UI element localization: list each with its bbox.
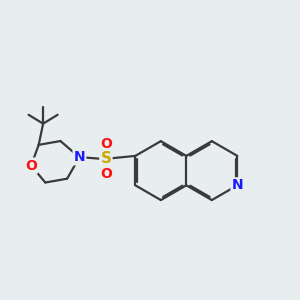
Text: O: O (100, 136, 112, 151)
Text: N: N (232, 178, 243, 192)
Text: N: N (74, 150, 85, 164)
Text: O: O (100, 167, 112, 181)
Text: S: S (100, 151, 111, 166)
Text: O: O (25, 159, 37, 172)
